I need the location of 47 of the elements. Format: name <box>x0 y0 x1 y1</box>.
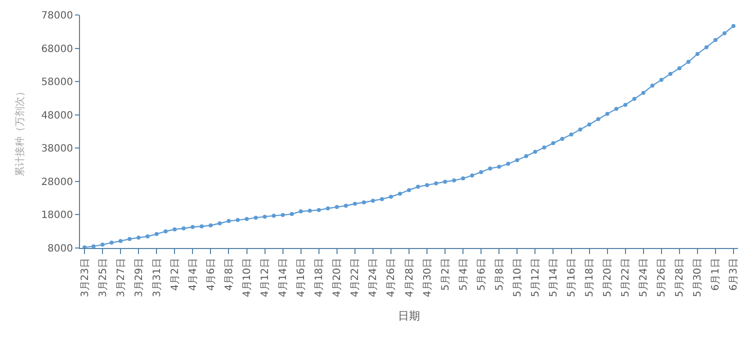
y-tick-label: 8000 <box>48 244 73 254</box>
x-tick-label: 4月18日 <box>314 258 326 298</box>
x-tick-label: 5月28日 <box>674 258 686 298</box>
x-tick-label: 4月24日 <box>368 258 380 298</box>
x-tick-label: 4月26日 <box>386 258 398 298</box>
x-tick-label: 3月25日 <box>98 258 109 298</box>
x-tick-label: 5月8日 <box>494 258 506 291</box>
x-tick-label: 3月29日 <box>134 258 145 298</box>
x-tick-label: 6月3日 <box>728 258 740 291</box>
y-tick-label: 28000 <box>41 176 73 188</box>
y-tick-label: 68000 <box>41 44 73 55</box>
x-tick-label: 5月24日 <box>638 258 650 298</box>
x-tick-label: 4月6日 <box>206 258 217 291</box>
x-tick-label: 5月20日 <box>602 258 614 298</box>
y-tick-label: 48000 <box>41 110 73 122</box>
x-axis-title: 日期 <box>398 309 420 322</box>
x-tick-label: 5月12日 <box>530 258 542 298</box>
y-tick-label: 38000 <box>41 144 73 155</box>
x-tick-label: 5月10日 <box>512 258 524 298</box>
x-tick-label: 3月31日 <box>152 258 163 298</box>
x-tick-label: 3月27日 <box>116 258 127 298</box>
x-tick-label: 3月23日 <box>80 258 91 298</box>
x-tick-label: 5月18日 <box>584 258 596 298</box>
x-tick-label: 4月12日 <box>260 258 272 298</box>
x-tick-label: 5月6日 <box>476 258 488 291</box>
y-axis-title: 累计接种（万剂次） <box>14 86 26 176</box>
x-tick-label: 6月1日 <box>710 258 722 291</box>
x-tick-label: 5月16日 <box>566 258 578 298</box>
x-tick-label: 5月26日 <box>656 258 668 298</box>
y-tick-label: 58000 <box>41 77 73 88</box>
x-tick-label: 5月22日 <box>620 258 632 298</box>
x-tick-label: 4月16日 <box>296 258 308 298</box>
x-tick-label: 4月28日 <box>404 258 416 298</box>
x-tick-label: 4月4日 <box>188 258 199 291</box>
x-tick-label: 4月8日 <box>224 258 235 291</box>
y-tick-label: 78000 <box>41 10 73 22</box>
x-tick-label: 5月14日 <box>548 258 560 298</box>
x-tick-label: 4月20日 <box>332 258 344 298</box>
x-tick-label: 4月2日 <box>170 258 181 291</box>
x-tick-label: 5月30日 <box>692 258 704 298</box>
x-tick-label: 5月2日 <box>440 258 452 291</box>
x-tick-label: 4月14日 <box>278 258 290 298</box>
x-tick-label: 4月30日 <box>422 258 434 298</box>
x-tick-label: 4月10日 <box>242 258 253 298</box>
x-tick-label: 5月4日 <box>458 258 470 291</box>
x-tick-label: 4月22日 <box>350 258 362 298</box>
y-tick-label: 18000 <box>41 210 73 222</box>
